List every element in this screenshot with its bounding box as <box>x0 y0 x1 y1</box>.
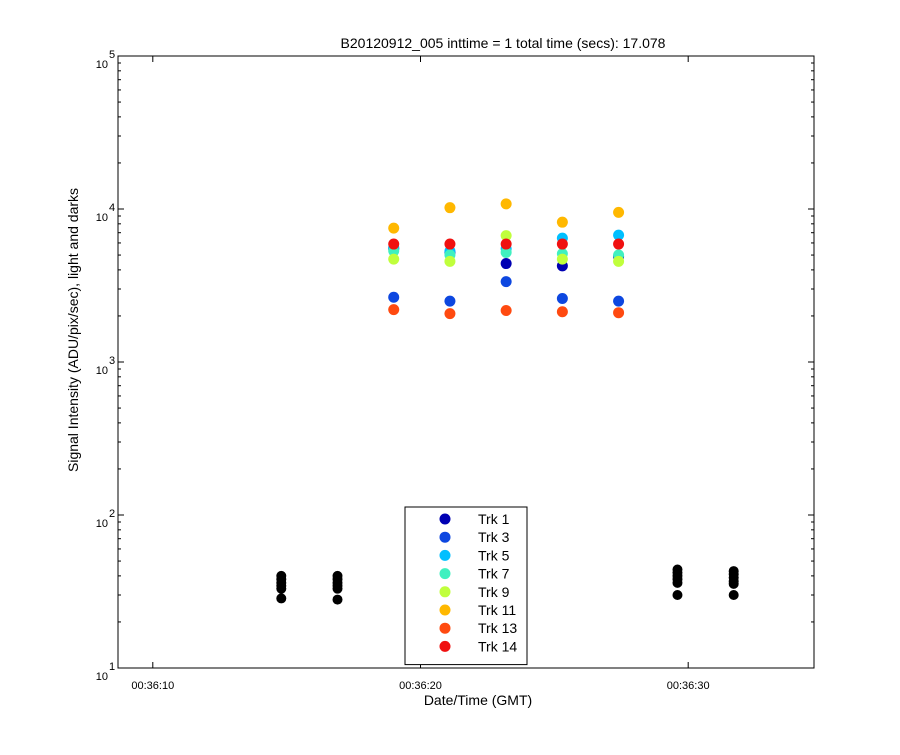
dark-point <box>276 583 287 594</box>
point-trk-7 <box>500 246 512 258</box>
point-trk-14 <box>444 238 456 250</box>
point-trk-9 <box>388 253 400 265</box>
point-trk-13 <box>613 307 625 319</box>
legend-marker <box>439 604 451 616</box>
dark-point <box>332 583 343 594</box>
legend-marker <box>439 586 451 598</box>
marks-layer <box>276 198 739 605</box>
legend-label: Trk 7 <box>478 566 510 582</box>
point-trk-14 <box>500 238 512 250</box>
legend-label: Trk 9 <box>478 584 510 600</box>
legend: Trk 1 Trk 3 Trk 5 Trk 7 Trk 9 Trk 11 Trk 13 Trk… <box>404 506 528 666</box>
legend-marker <box>439 531 451 543</box>
legend-label: Trk 11 <box>478 602 516 618</box>
y-tick-label: 10 <box>96 518 108 530</box>
x-tick-label: 00:36:10 <box>131 680 174 692</box>
legend-marker <box>439 568 451 580</box>
dark-point <box>276 593 287 604</box>
y-tick-exponent: 4 <box>109 202 115 214</box>
point-trk-3 <box>613 295 625 307</box>
legend-label: Trk 14 <box>478 638 517 654</box>
point-trk-13 <box>500 305 512 317</box>
x-tick-label: 00:36:20 <box>399 680 442 692</box>
point-trk-13 <box>556 306 568 318</box>
point-trk-14 <box>613 238 625 250</box>
dark-point <box>728 578 739 589</box>
legend-label: Trk 3 <box>478 529 510 545</box>
point-trk-11 <box>388 222 400 234</box>
point-trk-9 <box>556 253 568 265</box>
point-trk-14 <box>388 238 400 250</box>
y-tick-exponent: 3 <box>109 355 115 367</box>
point-trk-11 <box>556 216 568 228</box>
dark-point <box>672 590 683 601</box>
y-tick-label: 10 <box>96 212 108 224</box>
point-trk-13 <box>388 304 400 316</box>
y-tick-label: 10 <box>96 671 108 683</box>
legend-marker <box>439 549 451 561</box>
legend-label: Trk 1 <box>478 511 510 527</box>
y-tick-exponent: 5 <box>109 49 115 61</box>
point-trk-3 <box>500 276 512 288</box>
legend-marker <box>439 622 451 634</box>
point-trk-11 <box>613 206 625 218</box>
point-trk-11 <box>444 202 456 214</box>
legend-label: Trk 5 <box>478 547 510 563</box>
point-trk-1 <box>500 258 512 270</box>
legend-marker <box>439 640 451 652</box>
point-trk-11 <box>500 198 512 210</box>
dark-point <box>728 590 739 601</box>
point-trk-9 <box>444 255 456 267</box>
y-tick-exponent: 2 <box>109 508 115 520</box>
y-tick-exponent: 1 <box>109 661 115 673</box>
legend-label: Trk 13 <box>478 620 517 636</box>
legend-marker <box>439 513 451 525</box>
point-trk-9 <box>500 230 512 242</box>
dark-point <box>332 594 343 605</box>
y-tick-label: 10 <box>96 59 108 71</box>
point-trk-5 <box>613 229 625 241</box>
chart-title: B20120912_005 inttime = 1 total time (se… <box>341 35 666 51</box>
legend-box <box>404 506 528 666</box>
point-trk-9 <box>613 255 625 267</box>
dark-point <box>672 577 683 588</box>
point-trk-14 <box>556 238 568 250</box>
y-tick-label: 10 <box>96 365 108 377</box>
point-trk-3 <box>444 295 456 307</box>
x-tick-label: 00:36:30 <box>667 680 710 692</box>
point-trk-3 <box>388 291 400 303</box>
y-axis-label: Signal Intensity (ADU/pix/sec), light an… <box>65 188 81 472</box>
point-trk-3 <box>556 293 568 305</box>
point-trk-13 <box>444 308 456 320</box>
x-axis-label: Date/Time (GMT) <box>424 692 532 708</box>
